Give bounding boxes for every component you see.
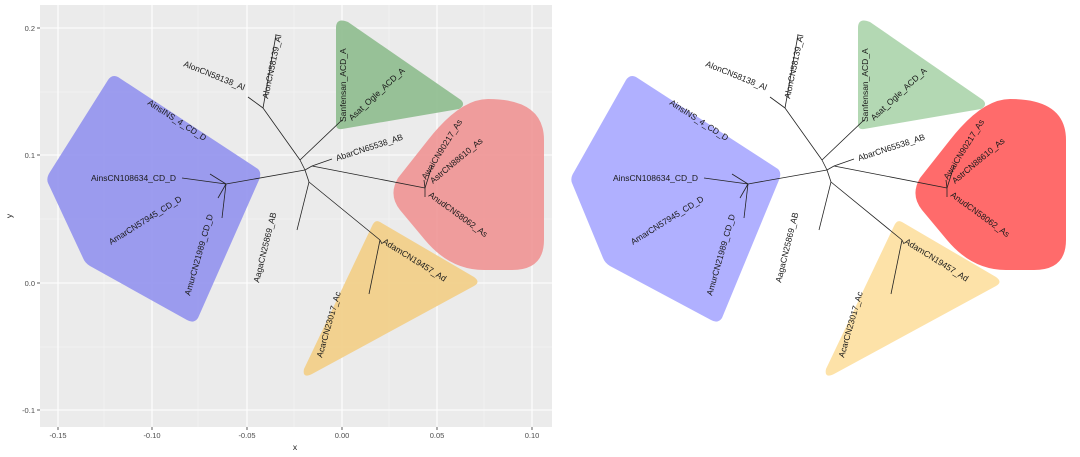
right-hull-ac-ad [825, 221, 1000, 376]
x-tick-label: 0.00 [335, 431, 350, 440]
left-hull-ac-ad [303, 221, 478, 376]
right-tree-branches [703, 34, 955, 295]
right-tip-label: AinsCN108634_CD_D [613, 173, 698, 183]
y-tick-label: 0.2 [25, 24, 35, 33]
right-panel: AlonCN58138_Al AlonCN58139_Al Sanfensan_… [560, 5, 1075, 427]
left-tree-branches [181, 34, 433, 295]
left-hull-cd-d [47, 76, 261, 322]
x-tick-label: -0.05 [238, 431, 255, 440]
x-axis-title: x [293, 442, 298, 452]
left-hull-as [393, 99, 544, 270]
x-tick-label: -0.10 [143, 431, 160, 440]
right-tip-label: Sanfensan_ACD_A [860, 48, 870, 122]
y-axis-title: y [4, 213, 14, 218]
right-hull-as [915, 99, 1066, 270]
right-hull-cd-d [571, 76, 781, 322]
right-hull-acd-a [858, 20, 986, 130]
y-tick-label: 0.0 [25, 279, 35, 288]
y-tick-label: 0.1 [25, 151, 35, 160]
left-tip-label: Sanfensan_ACD_A [338, 48, 348, 122]
x-tick-label: 0.10 [525, 431, 540, 440]
y-tick-label: -0.1 [22, 406, 35, 415]
left-tip-label: AinsCN108634_CD_D [91, 173, 176, 183]
left-hull-acd-a [336, 20, 464, 130]
left-axis-ticks [37, 27, 533, 430]
x-tick-label: 0.05 [430, 431, 445, 440]
left-panel: AlonCN58138_Al AlonCN58139_Al Sanfensan_… [4, 5, 552, 452]
x-tick-label: -0.15 [49, 431, 66, 440]
